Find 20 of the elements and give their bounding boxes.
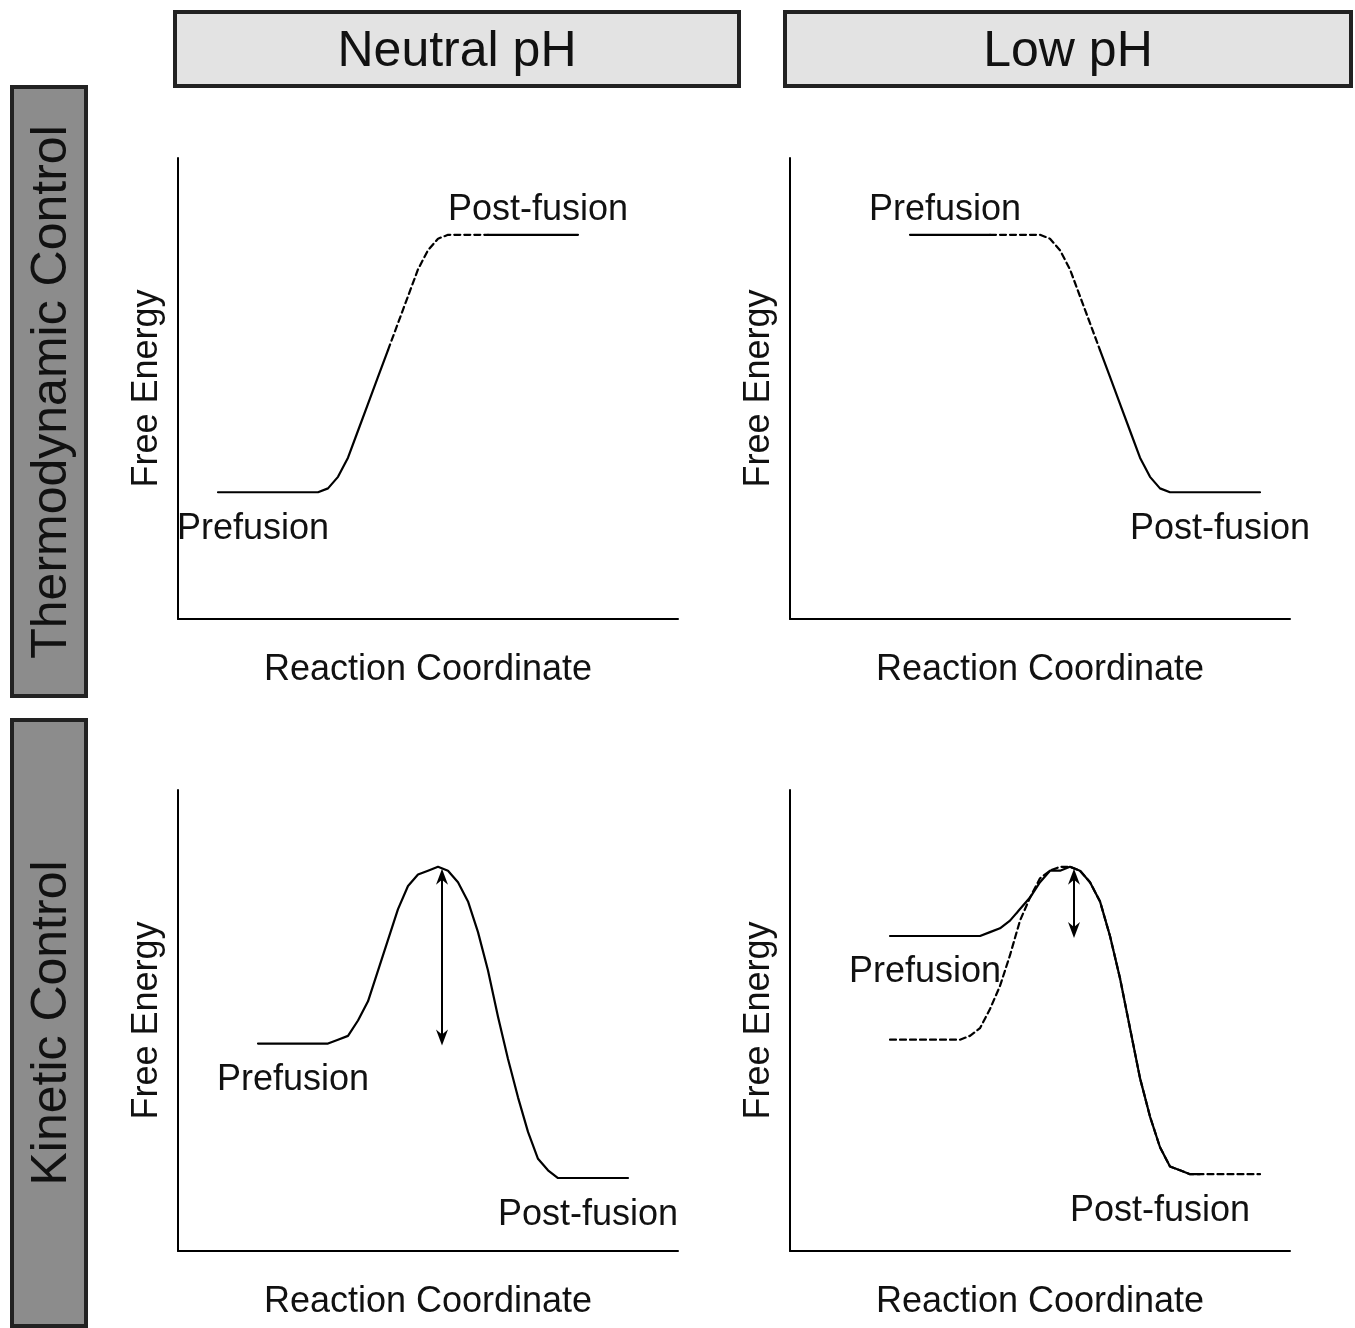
text: Post-fusion	[447, 187, 629, 229]
text: Thermodynamic Control	[20, 124, 78, 659]
annotation: Post-fusion	[1069, 1187, 1251, 1229]
annotation: Post-fusion	[497, 1191, 679, 1233]
x-axis-title: Reaction Coordinate	[875, 646, 1205, 688]
y-axis-title: Free Energy	[735, 921, 777, 1120]
text: Prefusion	[868, 187, 1022, 229]
y-axis-title: Free Energy	[735, 289, 777, 488]
y-axis-title: Free Energy	[123, 289, 165, 488]
annotation: Post-fusion	[1129, 505, 1311, 547]
annotation: Prefusion	[216, 1057, 370, 1099]
chart-title: Neutral pH	[173, 10, 741, 88]
y-axis-title: Free Energy	[123, 921, 165, 1120]
x-axis-title: Reaction Coordinate	[263, 1278, 593, 1320]
chart-title: Low pH	[783, 10, 1353, 88]
x-axis-title: Reaction Coordinate	[875, 1278, 1205, 1320]
x-axis-title: Reaction Coordinate	[263, 646, 593, 688]
text: Kinetic Control	[20, 860, 78, 1186]
annotation: Prefusion	[848, 949, 1002, 991]
annotation: Prefusion	[176, 505, 330, 547]
